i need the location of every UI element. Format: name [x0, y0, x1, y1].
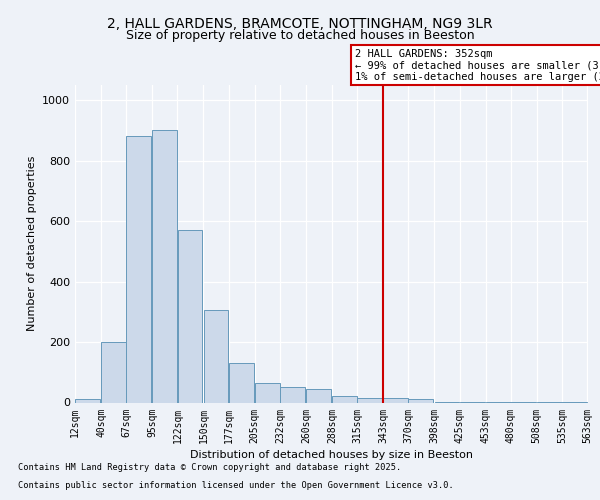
Bar	[203, 310, 229, 402]
Text: 2 HALL GARDENS: 352sqm
← 99% of detached houses are smaller (3,164)
1% of semi-d: 2 HALL GARDENS: 352sqm ← 99% of detached…	[355, 48, 600, 82]
Bar	[357, 398, 382, 402]
Bar	[280, 388, 305, 402]
Bar	[75, 400, 100, 402]
Text: 2, HALL GARDENS, BRAMCOTE, NOTTINGHAM, NG9 3LR: 2, HALL GARDENS, BRAMCOTE, NOTTINGHAM, N…	[107, 18, 493, 32]
Text: Contains HM Land Registry data © Crown copyright and database right 2025.: Contains HM Land Registry data © Crown c…	[18, 464, 401, 472]
Bar	[127, 136, 151, 402]
Bar	[332, 396, 357, 402]
Text: Contains public sector information licensed under the Open Government Licence v3: Contains public sector information licen…	[18, 481, 454, 490]
Bar	[306, 389, 331, 402]
Bar	[409, 400, 433, 402]
Bar	[255, 383, 280, 402]
Y-axis label: Number of detached properties: Number of detached properties	[26, 156, 37, 332]
Bar	[229, 363, 254, 403]
Text: Size of property relative to detached houses in Beeston: Size of property relative to detached ho…	[125, 29, 475, 42]
Bar	[152, 130, 177, 402]
Bar	[101, 342, 126, 402]
X-axis label: Distribution of detached houses by size in Beeston: Distribution of detached houses by size …	[190, 450, 473, 460]
Bar	[178, 230, 202, 402]
Bar	[383, 398, 408, 402]
